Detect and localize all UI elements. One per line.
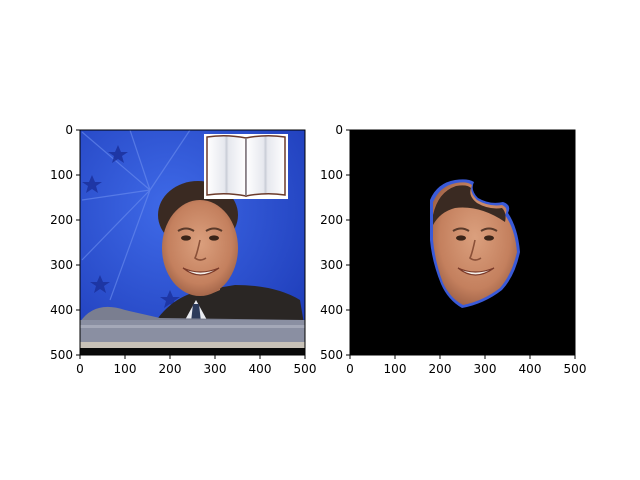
y-tick-label: 400 — [50, 303, 73, 317]
y-tick-label: 300 — [50, 258, 73, 272]
book-icon — [204, 134, 288, 199]
y-tick-label: 200 — [50, 213, 73, 227]
x-tick-label: 0 — [76, 362, 84, 376]
y-tick-label: 300 — [320, 258, 343, 272]
x-tick-label: 300 — [474, 362, 497, 376]
y-tick-label: 500 — [50, 348, 73, 362]
x-tick-label: 100 — [114, 362, 137, 376]
y-tick-label: 0 — [335, 123, 343, 137]
y-tick-label: 200 — [320, 213, 343, 227]
x-tick-label: 400 — [249, 362, 272, 376]
y-tick-label: 100 — [320, 168, 343, 182]
x-tick-label: 100 — [384, 362, 407, 376]
x-tick-label: 0 — [346, 362, 354, 376]
original-photo — [80, 130, 305, 355]
y-tick-label: 500 — [320, 348, 343, 362]
x-tick-label: 200 — [159, 362, 182, 376]
x-tick-label: 500 — [294, 362, 317, 376]
x-tick-label: 500 — [564, 362, 587, 376]
y-tick-label: 100 — [50, 168, 73, 182]
x-tick-label: 300 — [204, 362, 227, 376]
y-tick-label: 0 — [65, 123, 73, 137]
y-tick-label: 400 — [320, 303, 343, 317]
x-tick-label: 200 — [429, 362, 452, 376]
x-tick-label: 400 — [519, 362, 542, 376]
